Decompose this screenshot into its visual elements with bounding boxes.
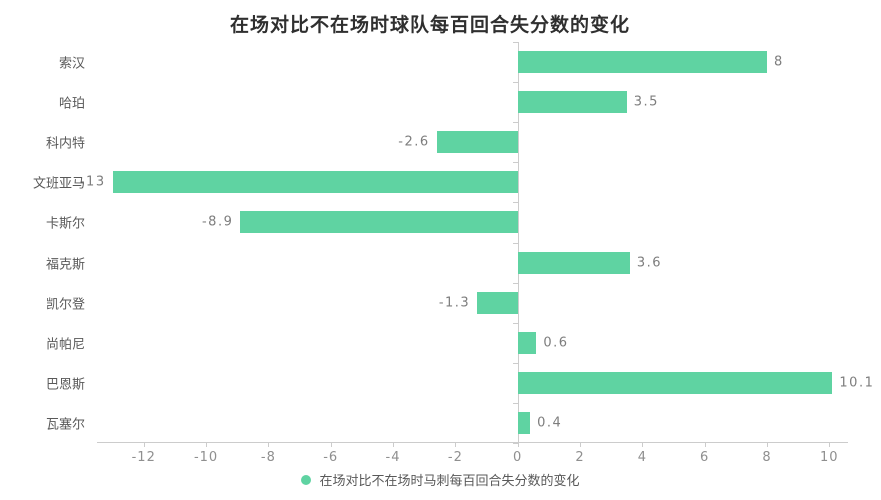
y-axis-tick xyxy=(512,242,518,244)
x-axis-tick xyxy=(766,443,768,447)
bar-value-label: 3.5 xyxy=(633,94,659,110)
legend-label: 在场对比不在场时马刺每百回合失分数的变化 xyxy=(319,474,580,489)
x-axis-tick xyxy=(704,443,706,447)
x-axis-tick-label: -2 xyxy=(447,450,463,465)
x-axis-tick-label: -8 xyxy=(260,450,276,465)
x-axis-tick-label: 10 xyxy=(820,450,839,465)
y-axis-tick xyxy=(512,162,518,164)
x-axis-tick xyxy=(517,443,519,447)
x-axis-tick-label: -6 xyxy=(323,450,339,465)
y-axis-tick xyxy=(512,322,518,324)
bar xyxy=(517,411,531,434)
x-axis-tick xyxy=(642,443,644,447)
bar xyxy=(517,331,537,354)
x-axis-tick-label: 4 xyxy=(637,450,647,465)
category-label: 卡斯尔 xyxy=(45,216,85,232)
bar xyxy=(517,251,630,274)
bar-value-label: 8 xyxy=(773,54,784,70)
category-label: 哈珀 xyxy=(58,96,85,112)
x-axis-tick-label: 2 xyxy=(575,450,585,465)
x-axis-tick xyxy=(143,443,145,447)
x-axis-line xyxy=(97,442,848,443)
category-label: 文班亚马 xyxy=(32,176,85,192)
x-axis-tick xyxy=(829,443,831,447)
bar xyxy=(477,291,518,314)
legend[interactable]: 在场对比不在场时马刺每百回合失分数的变化 xyxy=(0,470,881,489)
y-axis-tick xyxy=(512,443,518,444)
category-label: 福克斯 xyxy=(45,257,85,273)
x-axis-tick-label: 8 xyxy=(762,450,772,465)
x-axis-tick-label: -10 xyxy=(193,450,219,465)
category-label: 科内特 xyxy=(45,136,85,152)
bar-value-label: -2.6 xyxy=(398,134,430,150)
bar-value-label: 0.4 xyxy=(537,415,563,431)
category-label: 凯尔登 xyxy=(45,297,85,313)
x-axis-tick xyxy=(455,443,457,447)
y-axis-tick xyxy=(512,82,518,84)
bar xyxy=(436,131,518,154)
x-axis-tick xyxy=(330,443,332,447)
x-axis-tick xyxy=(206,443,208,447)
bar xyxy=(240,211,518,234)
bar-value-label: -13 xyxy=(79,174,106,190)
bar xyxy=(112,171,518,194)
y-axis-tick xyxy=(512,402,518,404)
bar xyxy=(517,51,767,74)
plot-area: -12 -10 -8 -6 -4 -2 0 2 4 6 8 10 8 3.5 -2.6 -13 -8.9 3.6 -… xyxy=(80,42,873,465)
category-label: 尚帕尼 xyxy=(45,337,85,353)
x-axis-tick xyxy=(268,443,270,447)
bar-value-label: 0.6 xyxy=(543,335,569,351)
y-axis-tick xyxy=(512,42,518,43)
x-axis-tick xyxy=(580,443,581,447)
category-label: 瓦塞尔 xyxy=(45,417,85,433)
x-axis-tick xyxy=(393,443,395,447)
bar-value-label: 10.1 xyxy=(839,375,875,391)
bar xyxy=(517,91,627,114)
zero-axis-line xyxy=(517,42,519,443)
category-label: 巴恩斯 xyxy=(45,377,85,393)
x-axis-tick-label: -12 xyxy=(131,450,156,465)
x-axis-tick-label: -4 xyxy=(385,450,401,465)
bar xyxy=(517,371,833,394)
bar-value-label: -8.9 xyxy=(201,214,234,230)
y-axis-tick xyxy=(512,362,518,364)
y-axis-tick xyxy=(512,202,518,204)
x-axis-tick-label: 0 xyxy=(513,450,523,465)
y-axis-tick xyxy=(512,282,518,284)
x-axis-tick-label: 6 xyxy=(700,450,710,465)
bar-value-label: -1.3 xyxy=(438,295,471,311)
bar-value-label: 3.6 xyxy=(636,255,663,271)
category-label: 索汉 xyxy=(58,56,85,72)
chart-title: 在场对比不在场时球队每百回合失分数的变化 xyxy=(229,14,630,36)
legend-dot-icon xyxy=(301,474,312,485)
y-axis-tick xyxy=(512,122,518,124)
